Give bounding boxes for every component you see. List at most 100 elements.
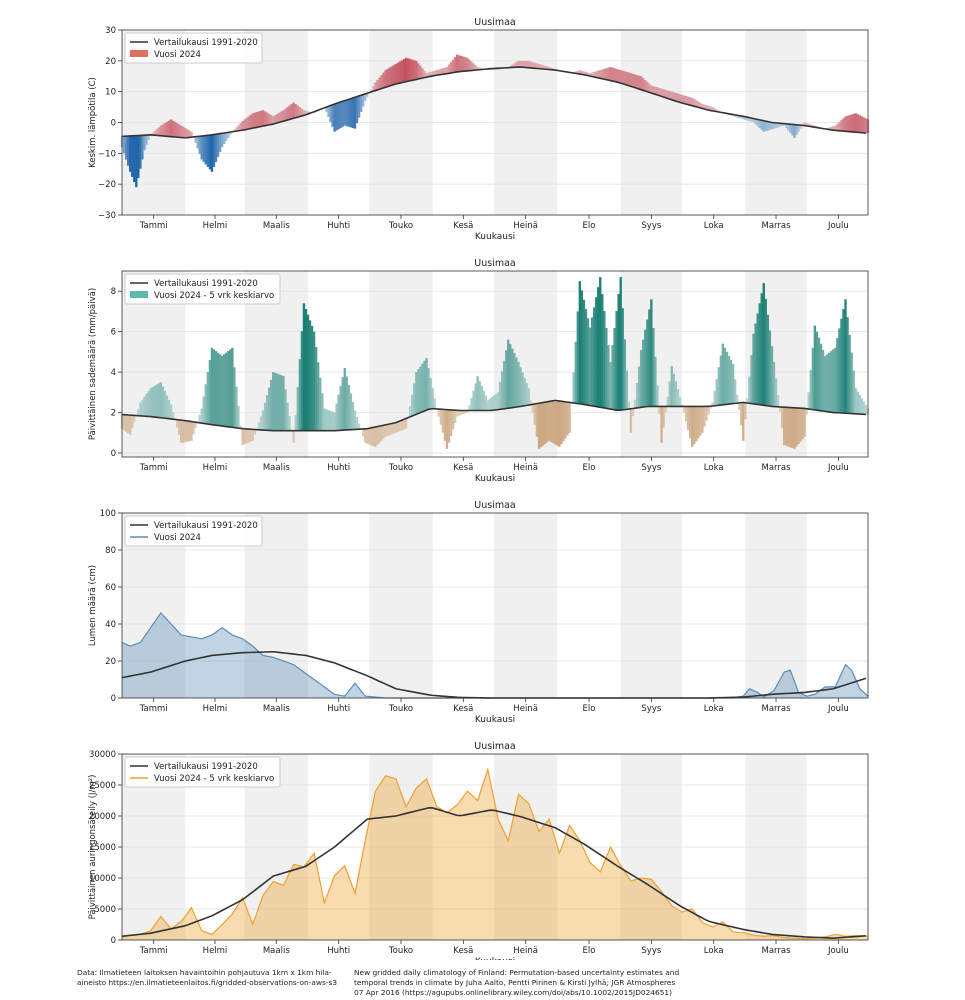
day-bar: [721, 343, 725, 405]
day-bar: [251, 429, 254, 441]
legend-box: [124, 273, 281, 305]
day-bar: [484, 395, 487, 411]
day-bar: [762, 120, 765, 132]
day-bar: [147, 391, 150, 417]
day-bar: [370, 89, 373, 92]
day-bar: [846, 115, 849, 132]
day-bar: [378, 77, 381, 90]
day-bar: [441, 68, 445, 75]
day-bar: [778, 406, 782, 412]
day-bar: [421, 68, 424, 79]
day-bar: [343, 100, 346, 126]
day-bar: [345, 99, 348, 127]
day-bar: [725, 351, 729, 405]
day-bar: [738, 402, 741, 411]
day-bar: [386, 68, 389, 87]
chart-title: Uusimaa: [474, 17, 515, 28]
day-bar: [541, 402, 545, 446]
day-bar: [523, 377, 526, 406]
day-bar: [586, 318, 590, 406]
day-bar: [445, 67, 449, 74]
day-bar: [670, 91, 673, 100]
day-bar: [738, 115, 741, 119]
day-bar: [644, 79, 647, 92]
day-bar: [212, 134, 216, 167]
x-tick-label: Kesä: [453, 704, 473, 714]
day-bar: [447, 64, 451, 74]
day-bar: [787, 124, 790, 131]
day-bar: [161, 386, 165, 418]
legend-observed-label: Vuosi 2024 - 5 vrk keskiarvo: [154, 774, 274, 784]
day-bar: [306, 111, 310, 115]
day-bar: [791, 407, 794, 449]
day-bar: [411, 59, 414, 81]
day-bar: [392, 65, 395, 85]
day-bar: [231, 347, 234, 428]
chart-title: Uusimaa: [474, 741, 515, 752]
day-bar: [261, 110, 265, 127]
x-tick-label: Kesä: [453, 463, 473, 473]
day-bar: [627, 401, 631, 410]
day-bar: [664, 89, 667, 98]
observed-area: [122, 769, 868, 940]
day-bar: [819, 343, 823, 411]
day-bar: [515, 357, 518, 408]
day-bar: [204, 135, 207, 165]
x-tick-label: Maalis: [263, 946, 290, 956]
day-bar: [505, 350, 508, 409]
day-bar: [568, 402, 571, 433]
day-bar: [656, 385, 659, 407]
day-bar: [220, 355, 224, 426]
day-bar: [380, 425, 383, 441]
day-bar: [451, 59, 455, 73]
x-tick-label: Tammi: [139, 946, 168, 956]
y-tick-label: 0: [111, 449, 116, 459]
day-bar: [666, 396, 669, 407]
day-bar: [572, 372, 575, 403]
day-bar: [439, 68, 443, 75]
day-bar: [848, 334, 851, 414]
day-bar: [793, 124, 796, 138]
day-bar: [672, 92, 676, 101]
day-bar: [513, 353, 516, 408]
day-bar: [198, 136, 201, 154]
day-bar: [740, 402, 743, 426]
day-bar: [151, 387, 154, 417]
x-tick-label: Loka: [704, 221, 724, 231]
day-bar: [776, 123, 780, 128]
day-bar: [715, 109, 718, 112]
day-bar: [529, 400, 532, 405]
legend-box: [124, 515, 263, 547]
chart-panel-2: 0 2 4 6 8 Tammi Helmi Maalis Huhti Touko Kesä Heinä…: [88, 258, 870, 484]
day-bar: [482, 390, 485, 411]
x-tick-label: Kesä: [453, 221, 473, 231]
x-tick-label: Touko: [388, 463, 413, 473]
day-bar: [308, 320, 312, 431]
day-bar: [517, 361, 520, 407]
day-bar: [623, 71, 626, 85]
day-bar: [243, 428, 246, 445]
day-bar: [637, 75, 641, 90]
day-bar: [145, 135, 148, 146]
day-bar: [603, 311, 606, 409]
day-bar: [396, 421, 400, 432]
y-tick-label: −10: [98, 149, 116, 159]
day-bar: [218, 354, 222, 426]
day-bar: [599, 277, 602, 408]
day-bar: [644, 329, 647, 407]
day-bar: [864, 118, 868, 134]
day-bar: [783, 123, 786, 126]
day-bar: [715, 378, 718, 406]
legend-observed-swatch: [130, 291, 148, 298]
day-bar: [825, 354, 829, 412]
day-bar: [419, 65, 422, 79]
day-bar: [695, 406, 698, 442]
day-bar: [521, 60, 524, 68]
day-bar: [595, 297, 598, 407]
day-bar: [789, 407, 792, 448]
day-bar: [176, 123, 179, 138]
day-bar: [355, 416, 359, 430]
x-tick-label: Huhti: [327, 704, 350, 714]
x-tick-label: Elo: [583, 946, 596, 956]
day-bar: [842, 118, 845, 132]
